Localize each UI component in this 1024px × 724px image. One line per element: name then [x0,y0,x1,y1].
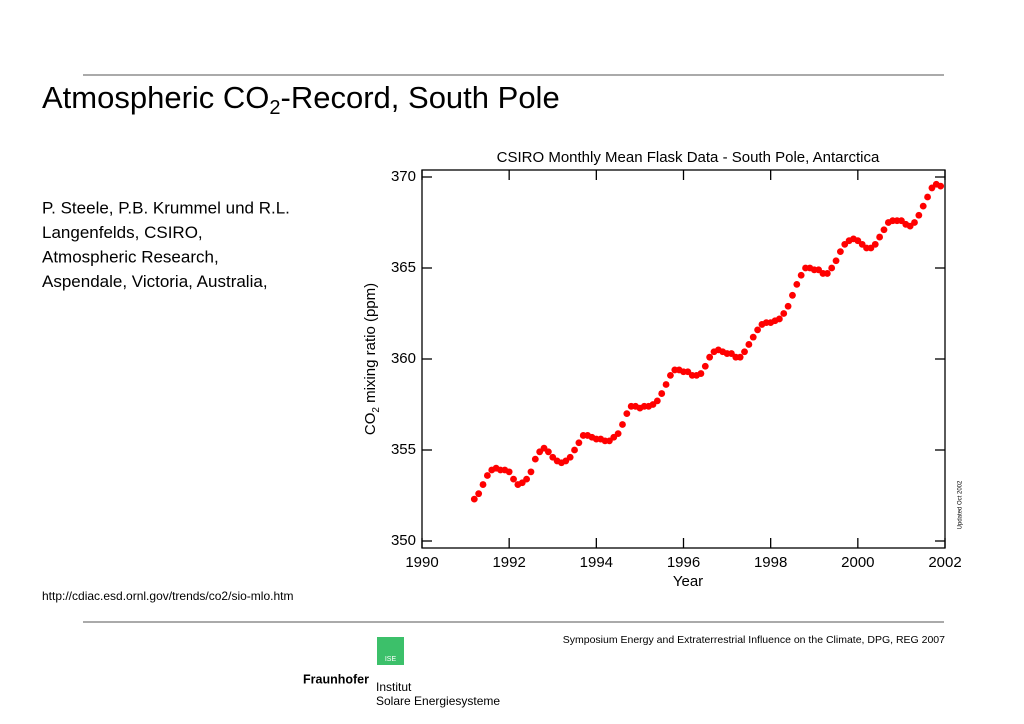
title-sub: 2 [269,97,280,119]
data-point [623,410,631,417]
x-tick-label: 1990 [405,554,438,571]
x-tick-label: 1994 [580,554,613,571]
data-point [575,439,583,447]
x-tick-label: 1992 [492,554,525,571]
data-point [789,291,796,299]
data-point [911,219,918,226]
data-point [828,264,836,272]
author-line: Aspendale, Victoria, Australia, [42,272,268,291]
data-point [706,353,714,361]
data-point [527,468,535,476]
y-label-sub: 2 [371,407,382,413]
data-point [775,315,783,323]
y-label-main: CO [362,413,379,436]
y-tick-label: 360 [391,350,416,367]
data-point [470,495,478,503]
data-point [749,333,757,341]
y-tick-label: 365 [391,259,416,276]
data-point [741,348,748,356]
data-point [510,475,517,483]
data-point [667,371,674,379]
data-point [658,390,666,397]
data-point [823,270,831,277]
chart-title: CSIRO Monthly Mean Flask Data - South Po… [497,149,880,166]
data-point [475,490,483,498]
logo-badge-text: ISE [385,656,397,663]
data-point [837,248,844,256]
data-point [784,302,792,310]
data-point [571,446,578,454]
data-point [662,381,670,388]
logo-line: Solare Energiesysteme [376,694,500,708]
data-point [880,226,888,234]
source-url: http://cdiac.esd.ornl.gov/trends/co2/sio… [42,589,293,603]
slide-title: Atmospheric CO2-Record, South Pole [42,80,560,119]
data-point [780,310,788,317]
plot-frame [421,169,946,549]
logo-name: Fraunhofer [303,672,369,686]
data-point [797,271,805,279]
data-point [619,421,626,428]
author-line: P. Steele, P.B. Krummel und R.L. [42,198,290,217]
data-point [793,280,801,288]
data-point [915,211,923,219]
footer: Symposium Energy and Extraterrestrial In… [563,634,945,646]
x-tick-label: 1998 [754,554,787,571]
data-point [701,362,709,370]
data-point [832,257,840,265]
data-point [754,326,761,334]
data-point [876,233,884,241]
data-point [653,397,661,405]
data-point [697,370,705,377]
x-tick-label: 2000 [841,554,874,571]
y-tick-label: 355 [391,441,416,458]
author-line: Atmospheric Research, [42,247,219,266]
y-tick-label: 350 [391,532,416,549]
data-point [871,240,879,248]
data-point [919,202,927,210]
data-point [483,472,491,479]
data-point [523,475,530,483]
data-point [937,182,945,190]
data-point [736,353,744,361]
data-point [505,468,513,476]
title-rest: -Record, South Pole [281,80,560,115]
data-point [479,481,487,488]
logo-badge [377,637,404,665]
y-label-rest: mixing ratio (ppm) [362,283,379,407]
x-tick-label: 2002 [928,554,961,571]
data-point [566,453,574,461]
data-point [531,455,539,463]
update-note: Updated Oct 2002 [958,480,964,529]
data-point [745,341,753,348]
author-line: Langenfelds, CSIRO, [42,223,203,242]
y-tick-label: 370 [391,168,416,185]
data-point [544,448,552,456]
x-axis-label: Year [673,573,703,590]
logo-line: Institut [376,680,412,694]
data-point [614,430,622,438]
y-axis-label: CO2 mixing ratio (ppm) [362,283,382,435]
x-tick-label: 1996 [667,554,700,571]
data-point [924,193,931,201]
title-main: Atmospheric CO [42,80,269,115]
